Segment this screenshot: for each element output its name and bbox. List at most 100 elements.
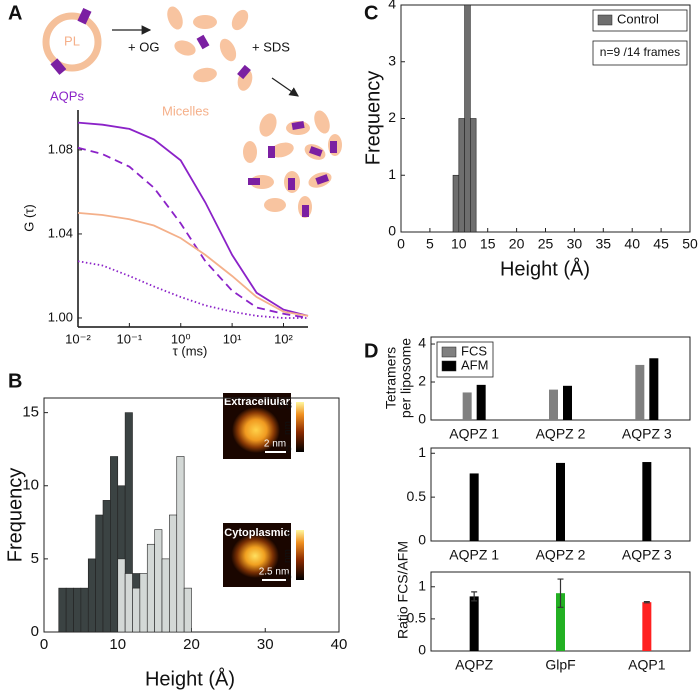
x-tick-label: 10⁰: [171, 331, 191, 346]
bar: [469, 596, 479, 651]
histogram-bar: [87, 558, 96, 633]
histogram-bar: [161, 558, 170, 633]
histogram-bar: [146, 543, 155, 633]
panel: A 1.00 1.04 1.08 10⁻² 10⁻¹ 10⁰ 10¹ 10² τ (ms) G (τ…: [8, 2, 309, 358]
inset-title: Extracellular: [224, 396, 291, 408]
protein: [237, 64, 251, 80]
legend-swatch: [441, 346, 457, 358]
x-tick-label: 20: [509, 236, 525, 252]
colorbar-unit: nm: [283, 549, 294, 563]
inset: Cytoplasmic 2.5 nm 2 0 nm: [223, 523, 304, 587]
schematic: PL + OG + SDS AQPs Micelles: [42, 6, 342, 218]
bar: [563, 385, 572, 420]
annotation: n=9 /14 frames: [600, 45, 680, 59]
step-label: + OG: [128, 39, 159, 54]
y-axis-label: per liposome: [398, 338, 414, 418]
bar: [469, 473, 479, 541]
y-tick-label: 1: [418, 444, 426, 460]
error-bar: [471, 591, 478, 602]
legend-swatch: [441, 360, 457, 372]
y-axis-label: Tetramers: [383, 347, 399, 409]
y-tick-label: 4: [388, 0, 396, 12]
x-tick-label: AQPZ 2: [536, 426, 586, 442]
y-tick-label: 4: [418, 335, 426, 351]
x-tick-label: AQPZ 1: [449, 426, 499, 442]
x-tick-label: 30: [257, 636, 274, 653]
panel: 0 0.5 1 AQPZ 1 AQPZ 2 AQPZ 3: [407, 444, 691, 563]
bar: [635, 364, 645, 420]
histogram-bar: [124, 573, 133, 633]
y-tick-label: 1: [418, 577, 426, 593]
plot-frame: [400, 4, 691, 233]
bar: [476, 384, 486, 420]
colorbar-min: 0: [286, 573, 292, 584]
bar: [549, 389, 558, 420]
x-tick-label: 40: [624, 236, 640, 252]
histogram-bar: [58, 587, 67, 633]
bar: [462, 392, 472, 420]
legend-box: [592, 9, 688, 32]
legend-label: Control: [617, 11, 659, 26]
proteins: [248, 121, 337, 217]
x-tick-label: AQPZ 3: [622, 426, 672, 442]
x-tick-label: 10²: [274, 331, 293, 346]
panel-label: B: [8, 370, 22, 392]
x-tick-label: 10¹: [223, 331, 242, 346]
x-axis-label: τ (ms): [173, 343, 208, 358]
micelle-label: Micelles: [162, 103, 209, 118]
histogram-bar: [139, 573, 148, 633]
y-tick-label: 5: [31, 550, 39, 567]
x-axis-label: Height (Å): [145, 667, 235, 690]
y-tick-label: 1.08: [48, 141, 73, 156]
x-tick-label: 35: [596, 236, 612, 252]
x-tick-label: 20: [183, 636, 200, 653]
legend-swatch: [597, 14, 613, 26]
x-tick-label: 10: [109, 636, 126, 653]
afm-particle: [232, 407, 280, 453]
x-tick-label: AQPZ 1: [449, 547, 499, 563]
y-axis-label: Ratio FCS/AFM: [395, 541, 411, 639]
histogram-bar: [73, 587, 82, 633]
y-tick-label: 0.5: [407, 610, 427, 626]
curve: [77, 146, 309, 319]
x-tick-label: 50: [682, 236, 698, 252]
y-tick-label: 2: [388, 109, 396, 125]
y-tick-label: 2: [418, 373, 426, 389]
y-axis-label: G (τ): [21, 204, 36, 232]
bar: [556, 462, 565, 541]
colorbar-max: 0.8: [278, 401, 292, 412]
plot-frame: [430, 336, 691, 421]
x-tick-label: 0: [40, 636, 48, 653]
scale-bar-label: 2.5 nm: [259, 567, 290, 578]
y-tick-label: 3: [388, 52, 396, 68]
y-tick-label: 0: [418, 411, 426, 427]
histogram-bar: [65, 587, 74, 633]
bar: [649, 358, 659, 420]
histogram-bar: [452, 174, 460, 233]
y-axis-label: Frequency: [4, 468, 26, 563]
colorbar: [296, 530, 304, 580]
arrow: [271, 77, 299, 97]
legend-label: AFM: [461, 357, 488, 372]
micelles: [167, 6, 253, 91]
error-bar: [557, 578, 564, 608]
y-tick-label: 10: [22, 477, 39, 494]
annotation-box: [592, 40, 688, 66]
y-tick-label: 0: [31, 623, 39, 640]
histogram-bar: [169, 514, 178, 633]
x-tick-label: AQPZ 2: [536, 547, 586, 563]
y-tick-label: 1.00: [48, 309, 73, 324]
step-label: + SDS: [252, 39, 290, 54]
panel: 0 0.5 1 Ratio FCS/AFM AQPZ GlpF AQP1: [395, 541, 691, 673]
panel-label: A: [8, 2, 22, 24]
x-tick-label: GlpF: [545, 657, 575, 673]
histogram-bar: [102, 500, 111, 633]
scale-bar-label: 2 nm: [264, 439, 286, 450]
panel-label: C: [364, 2, 378, 24]
x-tick-label: 25: [538, 236, 554, 252]
protein-label: AQPs: [50, 88, 84, 103]
panel-label: D: [364, 340, 378, 362]
y-tick-label: 1: [388, 166, 396, 182]
histogram-bar: [154, 529, 163, 633]
